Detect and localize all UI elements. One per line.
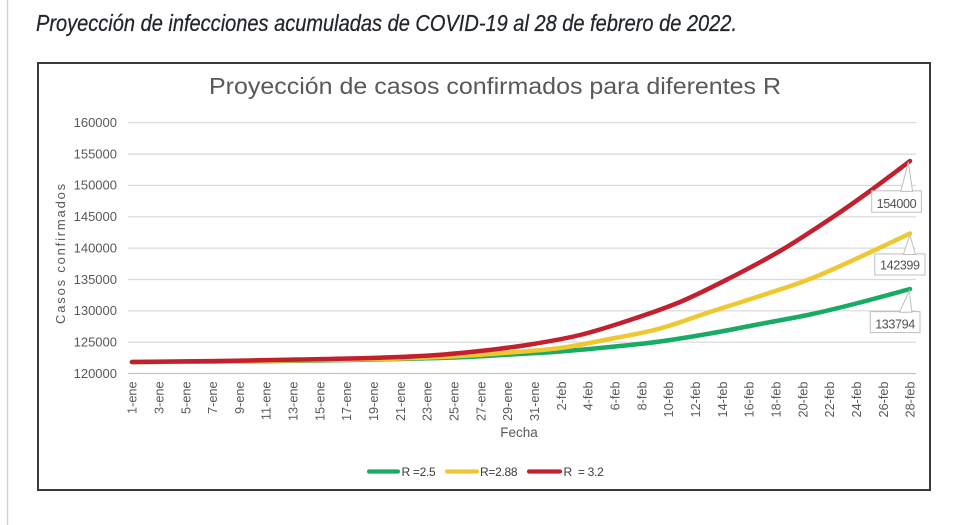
svg-text:16-feb: 16-feb bbox=[743, 382, 757, 418]
svg-text:22-feb: 22-feb bbox=[823, 382, 837, 418]
svg-text:20-feb: 20-feb bbox=[796, 382, 810, 418]
svg-text:21-ene: 21-ene bbox=[394, 382, 408, 422]
svg-text:120000: 120000 bbox=[74, 366, 117, 381]
svg-text:6-feb: 6-feb bbox=[609, 382, 623, 411]
svg-text:25-ene: 25-ene bbox=[448, 382, 462, 422]
svg-text:27-ene: 27-ene bbox=[474, 382, 488, 422]
svg-text:R =2.5: R =2.5 bbox=[402, 465, 437, 479]
svg-text:155000: 155000 bbox=[74, 146, 117, 161]
svg-text:14-feb: 14-feb bbox=[716, 382, 730, 418]
svg-text:125000: 125000 bbox=[74, 335, 117, 350]
svg-text:28-feb: 28-feb bbox=[904, 382, 918, 418]
svg-text:19-ene: 19-ene bbox=[367, 382, 381, 422]
svg-text:1-ene: 1-ene bbox=[126, 382, 140, 414]
svg-text:7-ene: 7-ene bbox=[206, 382, 220, 414]
svg-text:130000: 130000 bbox=[74, 303, 117, 318]
svg-text:140000: 140000 bbox=[74, 240, 117, 255]
svg-text:160000: 160000 bbox=[74, 115, 117, 130]
svg-text:Proyección de casos confirmado: Proyección de casos confirmados para dif… bbox=[209, 73, 781, 99]
svg-text:18-feb: 18-feb bbox=[770, 382, 784, 418]
svg-text:8-feb: 8-feb bbox=[635, 382, 649, 411]
svg-text:142399: 142399 bbox=[880, 259, 920, 273]
svg-text:24-feb: 24-feb bbox=[850, 382, 864, 418]
svg-text:26-feb: 26-feb bbox=[877, 382, 891, 418]
svg-text:29-ene: 29-ene bbox=[501, 382, 515, 422]
svg-text:Proyección de infecciones acum: Proyección de infecciones acumuladas de … bbox=[36, 10, 737, 36]
svg-text:15-ene: 15-ene bbox=[313, 382, 327, 422]
svg-text:R = 3.2: R = 3.2 bbox=[564, 465, 605, 479]
svg-text:Casos confirmados: Casos confirmados bbox=[53, 182, 68, 324]
svg-text:Fecha: Fecha bbox=[500, 425, 538, 440]
svg-text:4-feb: 4-feb bbox=[582, 382, 596, 411]
svg-text:3-ene: 3-ene bbox=[152, 382, 166, 414]
svg-text:145000: 145000 bbox=[74, 209, 117, 224]
svg-text:10-feb: 10-feb bbox=[662, 382, 676, 418]
svg-text:13-ene: 13-ene bbox=[287, 382, 301, 422]
svg-text:9-ene: 9-ene bbox=[233, 382, 247, 414]
svg-text:150000: 150000 bbox=[74, 178, 117, 193]
svg-text:31-ene: 31-ene bbox=[528, 382, 542, 422]
svg-text:2-feb: 2-feb bbox=[555, 382, 569, 411]
svg-text:11-ene: 11-ene bbox=[260, 382, 274, 421]
svg-text:23-ene: 23-ene bbox=[421, 382, 435, 422]
svg-text:R=2.88: R=2.88 bbox=[480, 465, 518, 479]
svg-text:12-feb: 12-feb bbox=[689, 382, 703, 418]
svg-text:133794: 133794 bbox=[875, 318, 915, 332]
svg-text:135000: 135000 bbox=[74, 272, 117, 287]
svg-text:5-ene: 5-ene bbox=[179, 382, 193, 414]
svg-text:17-ene: 17-ene bbox=[340, 382, 354, 422]
svg-text:154000: 154000 bbox=[877, 197, 917, 211]
